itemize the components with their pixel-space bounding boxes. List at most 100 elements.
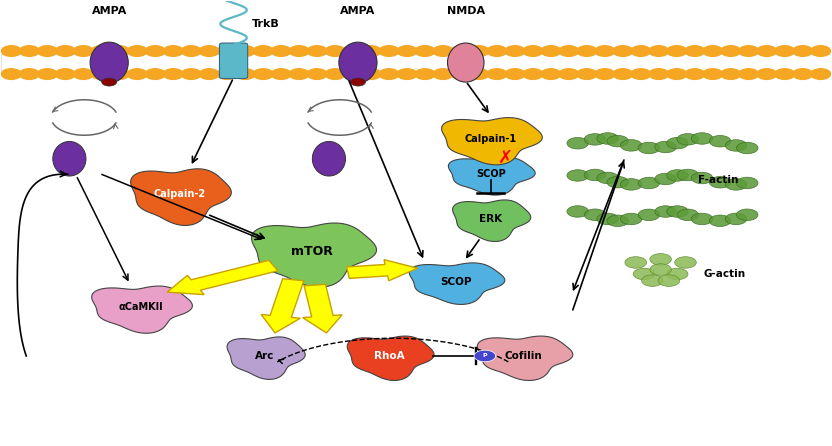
- Circle shape: [739, 69, 759, 79]
- FancyArrow shape: [303, 284, 342, 333]
- Circle shape: [584, 169, 606, 181]
- Circle shape: [307, 69, 327, 79]
- Circle shape: [607, 136, 628, 147]
- Circle shape: [666, 206, 688, 217]
- Text: mTOR: mTOR: [291, 245, 334, 258]
- Circle shape: [127, 45, 147, 56]
- Circle shape: [666, 268, 688, 280]
- Text: Calpain-2: Calpain-2: [154, 189, 206, 199]
- Circle shape: [379, 69, 399, 79]
- Text: P: P: [483, 354, 488, 359]
- Circle shape: [199, 45, 219, 56]
- Circle shape: [726, 213, 747, 225]
- Circle shape: [726, 140, 747, 151]
- Circle shape: [37, 45, 57, 56]
- Circle shape: [736, 142, 758, 154]
- Circle shape: [621, 179, 642, 190]
- Circle shape: [675, 257, 696, 268]
- Circle shape: [666, 137, 688, 149]
- Circle shape: [597, 133, 618, 144]
- Circle shape: [379, 45, 399, 56]
- Text: AMPA: AMPA: [340, 6, 375, 16]
- Circle shape: [2, 45, 22, 56]
- Circle shape: [685, 69, 705, 79]
- Circle shape: [709, 177, 730, 188]
- Polygon shape: [409, 263, 505, 305]
- Circle shape: [307, 45, 327, 56]
- Circle shape: [290, 45, 309, 56]
- Circle shape: [523, 45, 542, 56]
- Circle shape: [757, 69, 776, 79]
- FancyArrow shape: [261, 279, 304, 333]
- Circle shape: [677, 134, 699, 145]
- Circle shape: [607, 176, 628, 188]
- Circle shape: [487, 45, 507, 56]
- Circle shape: [649, 69, 669, 79]
- Circle shape: [541, 45, 561, 56]
- Circle shape: [235, 69, 255, 79]
- Circle shape: [703, 69, 723, 79]
- Circle shape: [397, 45, 417, 56]
- Circle shape: [677, 209, 699, 221]
- Circle shape: [451, 45, 471, 56]
- Text: αCaMKII: αCaMKII: [118, 302, 163, 312]
- Circle shape: [721, 45, 740, 56]
- Circle shape: [597, 213, 618, 225]
- Circle shape: [92, 69, 111, 79]
- Ellipse shape: [52, 141, 86, 176]
- Circle shape: [271, 69, 291, 79]
- Circle shape: [631, 45, 651, 56]
- Circle shape: [638, 209, 660, 221]
- Circle shape: [343, 45, 363, 56]
- Circle shape: [163, 45, 183, 56]
- Circle shape: [584, 209, 606, 220]
- Circle shape: [559, 69, 579, 79]
- Polygon shape: [442, 118, 542, 165]
- Circle shape: [181, 69, 201, 79]
- Circle shape: [691, 213, 713, 225]
- Circle shape: [19, 45, 39, 56]
- Circle shape: [567, 137, 588, 149]
- Circle shape: [677, 169, 699, 181]
- Ellipse shape: [312, 141, 345, 176]
- Circle shape: [621, 213, 642, 225]
- Circle shape: [433, 45, 453, 56]
- Circle shape: [597, 172, 618, 184]
- Circle shape: [810, 69, 830, 79]
- Circle shape: [350, 78, 365, 86]
- Polygon shape: [478, 336, 573, 380]
- Circle shape: [73, 45, 93, 56]
- Circle shape: [691, 172, 713, 184]
- Circle shape: [199, 69, 219, 79]
- FancyArrow shape: [167, 260, 278, 295]
- Circle shape: [655, 141, 676, 153]
- Circle shape: [775, 45, 795, 56]
- Circle shape: [415, 69, 435, 79]
- Circle shape: [736, 177, 758, 189]
- Circle shape: [638, 142, 660, 154]
- Circle shape: [650, 254, 671, 265]
- Circle shape: [721, 69, 740, 79]
- Ellipse shape: [448, 43, 484, 82]
- Circle shape: [709, 215, 730, 227]
- Circle shape: [415, 45, 435, 56]
- Circle shape: [19, 69, 39, 79]
- Circle shape: [757, 45, 776, 56]
- Polygon shape: [448, 157, 535, 195]
- Circle shape: [325, 45, 345, 56]
- Circle shape: [567, 206, 588, 217]
- Text: RhoA: RhoA: [374, 351, 405, 361]
- FancyBboxPatch shape: [2, 54, 830, 71]
- Circle shape: [613, 45, 633, 56]
- Circle shape: [271, 45, 291, 56]
- Circle shape: [361, 69, 381, 79]
- Text: SCOP: SCOP: [440, 277, 472, 286]
- Circle shape: [666, 169, 688, 181]
- FancyArrow shape: [347, 260, 418, 281]
- Circle shape: [523, 69, 542, 79]
- Circle shape: [127, 69, 147, 79]
- Polygon shape: [227, 337, 305, 380]
- Circle shape: [505, 69, 525, 79]
- Circle shape: [577, 45, 597, 56]
- Circle shape: [613, 69, 633, 79]
